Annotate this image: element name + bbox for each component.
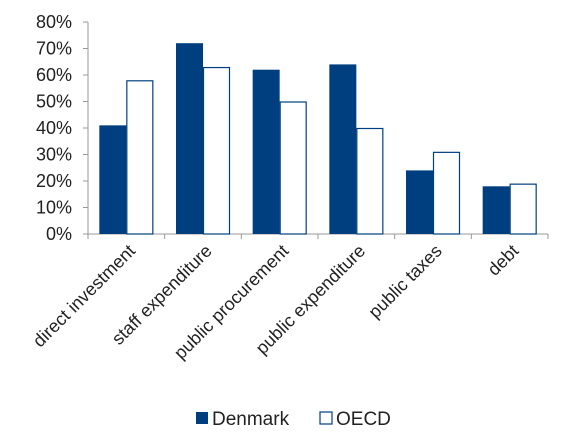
- y-tick-label: 50%: [36, 92, 72, 112]
- y-tick-label: 0%: [46, 224, 72, 244]
- legend-swatch-denmark: [196, 412, 208, 424]
- y-tick-label: 20%: [36, 171, 72, 191]
- x-tick-label: public taxes: [364, 241, 445, 322]
- y-tick-label: 30%: [36, 145, 72, 165]
- y-tick-label: 60%: [36, 65, 72, 85]
- legend-label-denmark: Denmark: [212, 409, 290, 430]
- y-tick-label: 70%: [36, 39, 72, 59]
- bar-denmark: [329, 64, 357, 235]
- bars: [99, 43, 537, 235]
- y-tick-label: 10%: [36, 198, 72, 218]
- legend: Denmark OECD: [196, 409, 391, 430]
- bar-denmark: [99, 125, 127, 234]
- y-tick-label: 80%: [36, 12, 72, 32]
- bar-denmark: [482, 186, 510, 234]
- y-tick-label: 40%: [36, 118, 72, 138]
- bar-oecd: [356, 127, 384, 235]
- x-tick-label: debt: [484, 241, 523, 280]
- bar-oecd: [432, 151, 461, 235]
- bar-oecd: [509, 183, 537, 235]
- bar-oecd: [126, 80, 154, 235]
- bar-oecd: [202, 66, 231, 235]
- bar-denmark: [176, 43, 203, 235]
- bar-denmark: [406, 170, 433, 234]
- bar-oecd: [279, 101, 307, 235]
- legend-label-oecd: OECD: [336, 409, 391, 430]
- bar-denmark: [252, 69, 280, 234]
- legend-swatch-oecd: [319, 411, 333, 425]
- y-axis: 0% 10% 20% 30% 40% 50% 60% 70% 80%: [36, 12, 89, 244]
